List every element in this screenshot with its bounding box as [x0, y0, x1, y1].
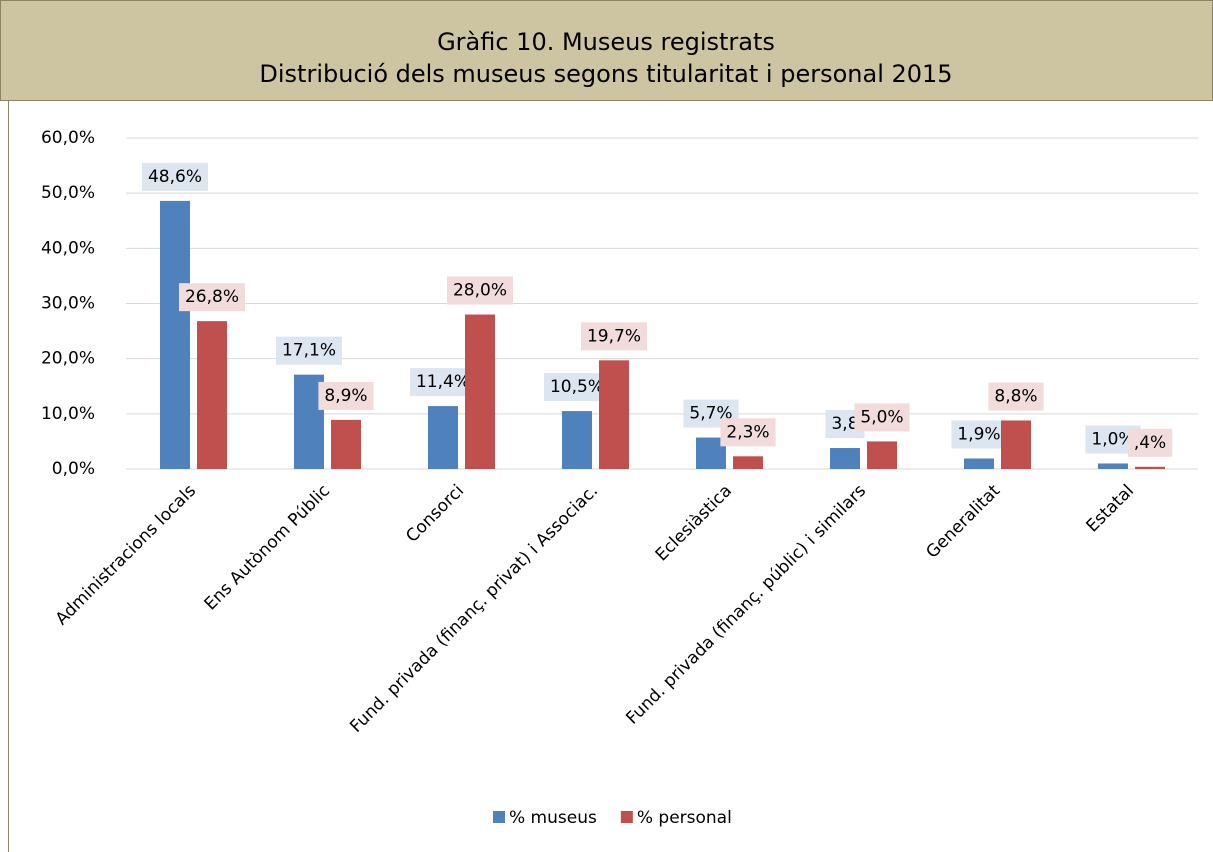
bar: [733, 456, 763, 469]
bar: [964, 458, 994, 469]
y-tick-label: 60,0%: [41, 128, 95, 148]
value-label: 2,3%: [726, 422, 769, 442]
chart-title: Gràfic 10. Museus registrats: [437, 28, 775, 56]
bar: [331, 419, 361, 469]
legend-label: % personal: [637, 808, 732, 828]
bar: [599, 360, 629, 469]
x-tick-label: Administracions locals: [52, 481, 200, 629]
bar: [197, 321, 227, 469]
value-label: 17,1%: [282, 341, 336, 361]
x-tick-label: Eclesiàstica: [652, 481, 736, 565]
value-label: 8,8%: [994, 386, 1037, 406]
chart-subtitle: Distribució dels museus segons titularit…: [259, 60, 952, 88]
y-tick-label: 20,0%: [41, 349, 95, 369]
legend-swatch: [620, 811, 633, 823]
value-label-bg: [275, 336, 343, 365]
bar: [830, 448, 860, 469]
value-label-bg: [1127, 428, 1173, 457]
bar: [1001, 420, 1031, 469]
x-tick-label: Generalitat: [922, 481, 1004, 563]
value-label-bg: [318, 381, 374, 410]
bar: [160, 200, 190, 469]
y-tick-label: 50,0%: [41, 183, 95, 203]
value-label-bg: [446, 276, 514, 305]
y-tick-label: 30,0%: [41, 294, 95, 314]
y-tick-label: 40,0%: [41, 238, 95, 258]
value-label: 1,9%: [957, 425, 1000, 445]
bar: [867, 441, 897, 469]
bar: [1098, 463, 1128, 469]
value-label: 5,0%: [860, 407, 903, 427]
title-band: [0, 0, 1213, 101]
value-label: 10,5%: [550, 377, 604, 397]
legend-label: % museus: [509, 808, 597, 828]
value-label-bg: [951, 420, 1007, 449]
value-label-bg: [178, 283, 246, 312]
x-tick-label: Ens Autònom Públic: [201, 481, 334, 614]
value-label-bg: [141, 162, 209, 191]
value-label-bg: [854, 403, 910, 432]
value-label: 1,0%: [1091, 429, 1134, 449]
x-tick-label: Fund. privada (finanç. privat) i Associa…: [346, 481, 602, 737]
value-label-bg: [988, 382, 1044, 411]
value-label: ,4%: [1134, 433, 1166, 453]
value-label: 11,4%: [416, 372, 470, 392]
x-tick-label: Fund. privada (finanç. públic) i similar…: [622, 481, 870, 729]
value-label: 19,7%: [587, 326, 641, 346]
x-tick-label: Consorci: [402, 481, 468, 547]
value-label: 8,9%: [324, 386, 367, 406]
value-label: 3,8: [831, 414, 858, 434]
bar: [465, 314, 495, 469]
legend-swatch: [493, 811, 505, 823]
y-tick-label: 10,0%: [41, 404, 95, 424]
value-label-bg: [720, 418, 776, 447]
bar: [1135, 466, 1165, 469]
value-label: 48,6%: [148, 167, 202, 187]
value-label: 26,8%: [185, 287, 239, 307]
bar: [428, 406, 458, 469]
value-label: 28,0%: [453, 281, 507, 301]
y-tick-label: 0,0%: [52, 459, 95, 479]
value-label-bg: [580, 322, 648, 351]
x-tick-label: Estatal: [1083, 481, 1139, 537]
bar: [562, 411, 592, 469]
